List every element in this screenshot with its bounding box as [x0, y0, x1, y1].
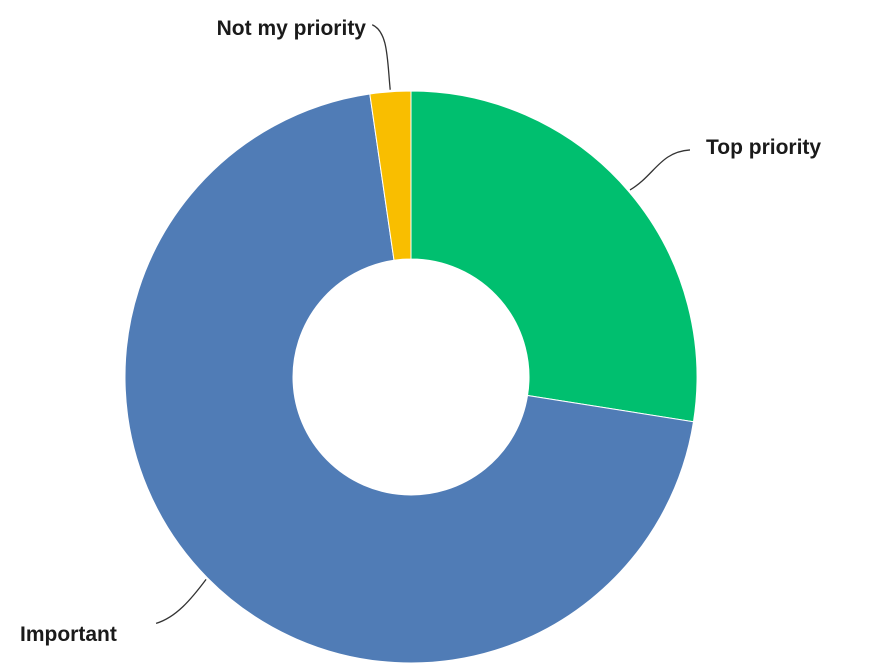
leader-line-not-my-priority	[371, 24, 391, 90]
label-important: Important	[20, 623, 117, 646]
label-not-my-priority: Not my priority	[217, 17, 367, 40]
leader-line-top-priority	[629, 149, 691, 191]
slice-important	[124, 93, 695, 664]
labels-group: Top priority Important Not my priority	[20, 17, 821, 646]
slice-not-my-priority	[369, 90, 412, 261]
leader-lines-group	[155, 24, 691, 624]
label-top-priority: Top priority	[706, 136, 821, 159]
slices-group	[124, 90, 698, 664]
leader-line-important	[155, 578, 207, 624]
slice-top-priority	[410, 90, 698, 423]
